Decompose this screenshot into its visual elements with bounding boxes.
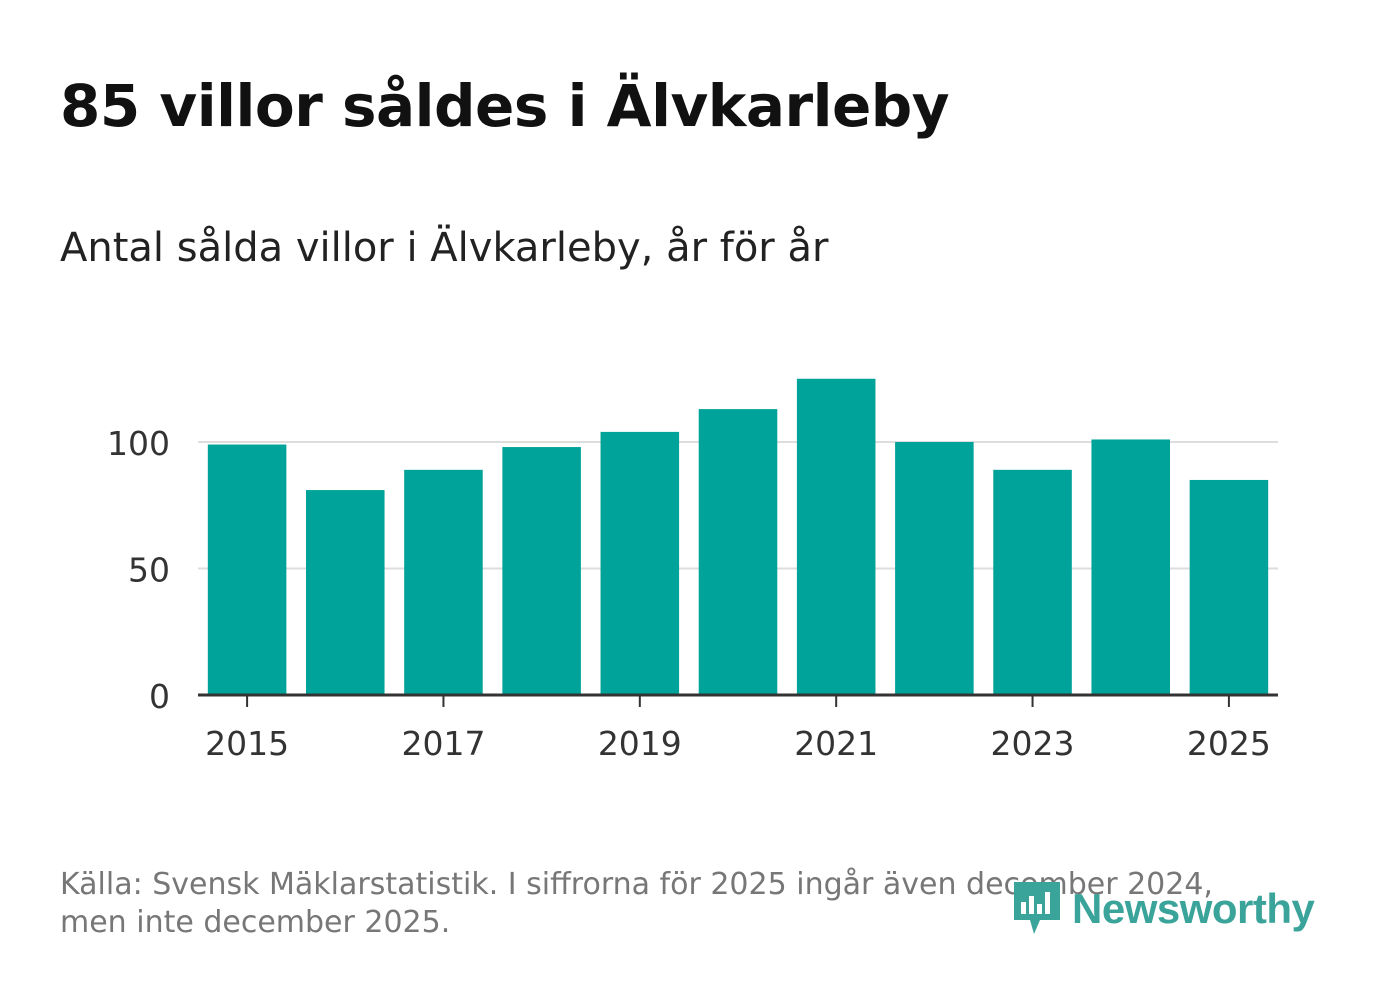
bar-2019 (600, 431, 680, 695)
y-axis-labels: 0 50 100 (107, 424, 170, 716)
y-tick-label-50: 50 (128, 551, 170, 590)
x-tick-label-2015: 2015 (205, 724, 289, 763)
bar-2021 (796, 378, 876, 695)
x-tick-label-2021: 2021 (794, 724, 878, 763)
bar-2023 (993, 469, 1072, 695)
bar-2018 (502, 447, 581, 695)
chart-title: 85 villor såldes i Älvkarleby (60, 72, 950, 140)
bar-2022 (895, 442, 974, 695)
x-tick-label-2019: 2019 (598, 724, 682, 763)
bar-2024 (1091, 439, 1170, 695)
x-axis (198, 693, 1278, 707)
x-axis-labels: 2015 2017 2019 2021 2023 2025 (205, 724, 1271, 763)
chart-subtitle: Antal sålda villor i Älvkarleby, år för … (60, 225, 829, 271)
bar-2015 (207, 444, 287, 695)
newsworthy-logo-text: Newsworthy (1072, 885, 1315, 932)
bar-2020 (698, 409, 778, 695)
x-tick-label-2025: 2025 (1187, 724, 1271, 763)
x-tick-label-2017: 2017 (401, 724, 485, 763)
newsworthy-logo-icon (1014, 882, 1060, 934)
bar-2016 (306, 490, 385, 695)
source-note-line-2: men inte december 2025. (60, 905, 451, 940)
bars (207, 378, 1269, 695)
bar-2025 (1189, 479, 1269, 695)
y-tick-label-100: 100 (107, 424, 170, 463)
newsworthy-logo: Newsworthy (1012, 880, 1315, 938)
y-tick-label-0: 0 (149, 677, 170, 716)
x-tick-label-2023: 2023 (991, 724, 1075, 763)
bar-2017 (404, 469, 483, 695)
